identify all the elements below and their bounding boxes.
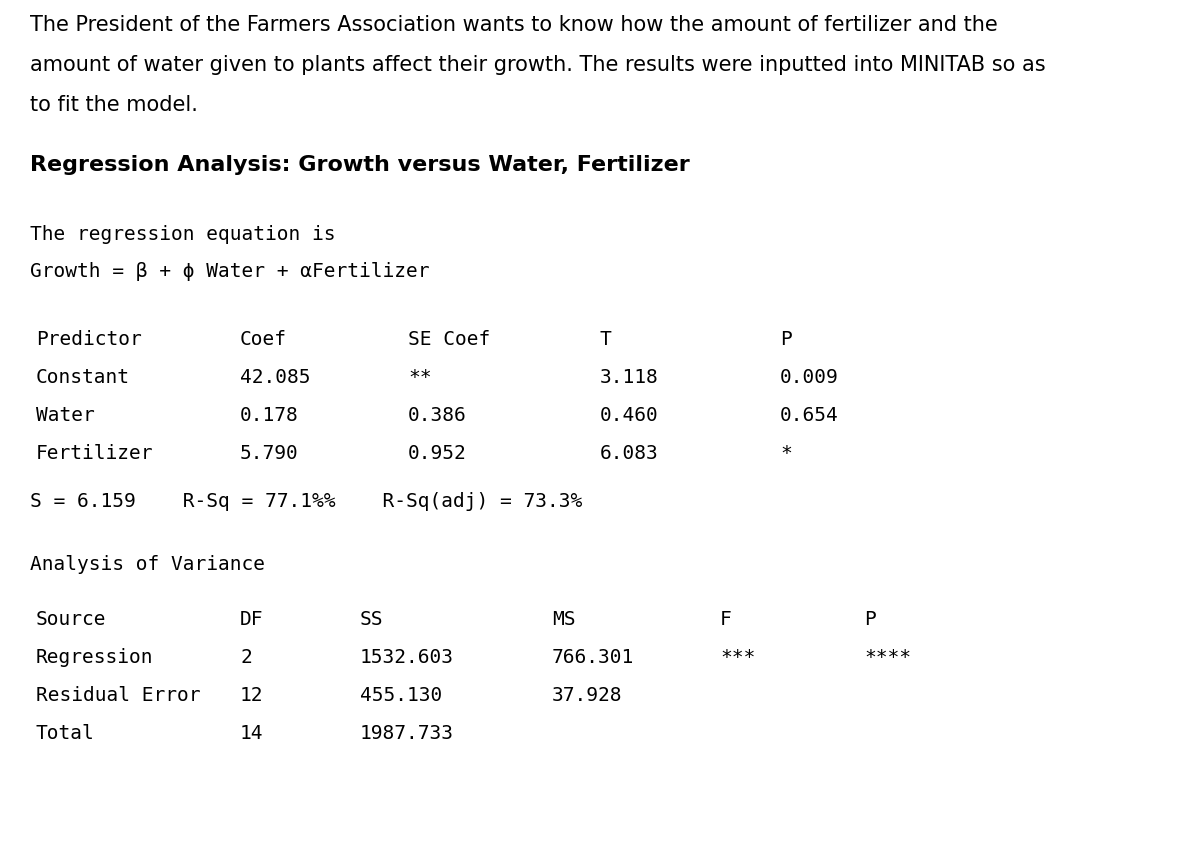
Text: Fertilizer: Fertilizer	[36, 444, 154, 463]
Text: 0.952: 0.952	[408, 444, 467, 463]
Text: Constant: Constant	[36, 368, 130, 387]
Text: SS: SS	[360, 610, 384, 629]
Text: 0.460: 0.460	[600, 406, 659, 425]
Text: Residual Error: Residual Error	[36, 686, 200, 705]
Text: **: **	[408, 368, 432, 387]
Text: T: T	[600, 330, 612, 349]
Text: Water: Water	[36, 406, 95, 425]
Text: 1532.603: 1532.603	[360, 648, 454, 667]
Text: 0.386: 0.386	[408, 406, 467, 425]
Text: 2: 2	[240, 648, 252, 667]
Text: 3.118: 3.118	[600, 368, 659, 387]
Text: F: F	[720, 610, 732, 629]
Text: DF: DF	[240, 610, 264, 629]
Text: 455.130: 455.130	[360, 686, 443, 705]
Text: ***: ***	[720, 648, 755, 667]
Text: amount of water given to plants affect their growth. The results were inputted i: amount of water given to plants affect t…	[30, 55, 1045, 75]
Text: 14: 14	[240, 724, 264, 743]
Text: 42.085: 42.085	[240, 368, 311, 387]
Text: Analysis of Variance: Analysis of Variance	[30, 555, 265, 574]
Text: to fit the model.: to fit the model.	[30, 95, 198, 115]
Text: 766.301: 766.301	[552, 648, 635, 667]
Text: Coef: Coef	[240, 330, 287, 349]
Text: SE Coef: SE Coef	[408, 330, 491, 349]
Text: *: *	[780, 444, 792, 463]
Text: MS: MS	[552, 610, 576, 629]
Text: The regression equation is: The regression equation is	[30, 225, 336, 244]
Text: 0.654: 0.654	[780, 406, 839, 425]
Text: Total: Total	[36, 724, 95, 743]
Text: P: P	[780, 330, 792, 349]
Text: 12: 12	[240, 686, 264, 705]
Text: 0.178: 0.178	[240, 406, 299, 425]
Text: The President of the Farmers Association wants to know how the amount of fertili: The President of the Farmers Association…	[30, 15, 997, 35]
Text: Regression Analysis: Growth versus Water, Fertilizer: Regression Analysis: Growth versus Water…	[30, 155, 690, 175]
Text: P: P	[864, 610, 876, 629]
Text: ****: ****	[864, 648, 911, 667]
Text: Growth = β + ϕ Water + αFertilizer: Growth = β + ϕ Water + αFertilizer	[30, 262, 430, 281]
Text: 37.928: 37.928	[552, 686, 623, 705]
Text: 0.009: 0.009	[780, 368, 839, 387]
Text: 5.790: 5.790	[240, 444, 299, 463]
Text: Predictor: Predictor	[36, 330, 142, 349]
Text: 6.083: 6.083	[600, 444, 659, 463]
Text: S = 6.159    R-Sq = 77.1%%    R-Sq(adj) = 73.3%: S = 6.159 R-Sq = 77.1%% R-Sq(adj) = 73.3…	[30, 492, 582, 511]
Text: Source: Source	[36, 610, 107, 629]
Text: 1987.733: 1987.733	[360, 724, 454, 743]
Text: Regression: Regression	[36, 648, 154, 667]
